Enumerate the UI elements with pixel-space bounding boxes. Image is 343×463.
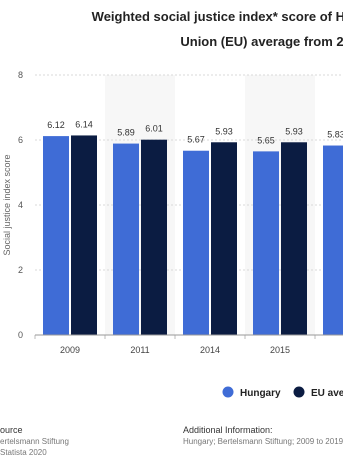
- x-tick-label: 2015: [270, 345, 290, 355]
- bar: [141, 139, 167, 335]
- value-label: 5.93: [215, 126, 233, 136]
- y-tick-label: 8: [18, 70, 23, 80]
- value-label: 5.89: [117, 128, 135, 138]
- y-tick-label: 0: [18, 330, 23, 340]
- bar: [71, 135, 97, 335]
- legend-marker: [222, 386, 234, 398]
- legend-label: Hungary: [240, 388, 281, 399]
- bar: [253, 151, 279, 335]
- y-tick-label: 6: [18, 135, 23, 145]
- bar: [43, 136, 69, 335]
- value-label: 6.14: [75, 119, 93, 129]
- y-tick-label: 2: [18, 265, 23, 275]
- source-line: Statista 2020: [0, 448, 47, 457]
- value-label: 5.93: [285, 126, 303, 136]
- source-heading: ource: [0, 425, 23, 435]
- info-heading: Additional Information:: [183, 425, 273, 435]
- y-tick-label: 4: [18, 200, 23, 210]
- bar: [183, 150, 209, 335]
- source-line: ertelsmann Stiftung: [0, 437, 69, 446]
- bar: [211, 142, 237, 335]
- value-label: 6.12: [47, 120, 65, 130]
- bar: [323, 145, 343, 335]
- info-line: Hungary; Bertelsmann Stiftung; 2009 to 2…: [183, 437, 343, 446]
- x-tick-label: 2014: [200, 345, 220, 355]
- value-label: 5.67: [187, 135, 205, 145]
- x-tick-label: 2011: [130, 345, 149, 355]
- value-label: 6.01: [145, 124, 163, 134]
- bar: [113, 143, 139, 335]
- chart-title: Weighted social justice index* score of …: [92, 9, 343, 24]
- chart-title: Union (EU) average from 2: [180, 34, 343, 49]
- value-label: 5.65: [257, 135, 275, 145]
- x-tick-label: 2009: [60, 345, 80, 355]
- y-axis-label: Social justice index score: [2, 154, 12, 255]
- legend-label: EU ave: [311, 388, 343, 399]
- legend-marker: [293, 386, 305, 398]
- value-label: 5.83: [327, 130, 343, 140]
- bar: [281, 142, 307, 335]
